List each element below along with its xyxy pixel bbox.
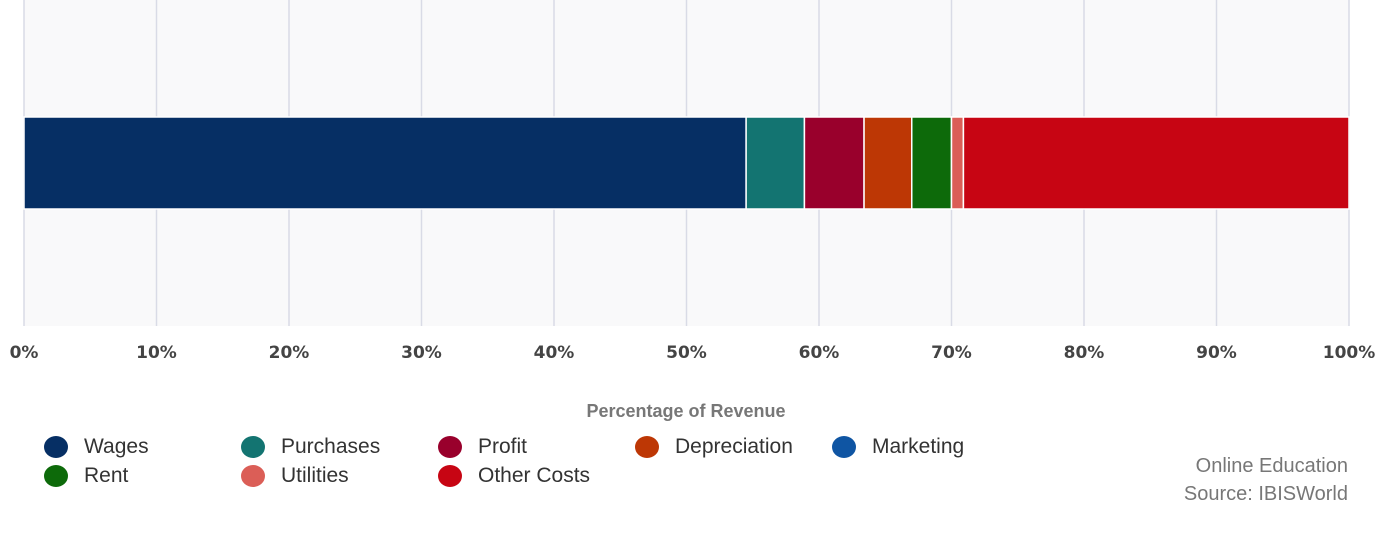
legend-swatch-icon xyxy=(241,465,265,487)
x-axis-ticks: 0% 10% 20% 30% 40% 50% 60% 70% 80% 90% 100% xyxy=(10,343,1376,363)
legend-item-purchases: Purchases xyxy=(241,434,380,460)
x-axis-label: Percentage of Revenue xyxy=(586,401,785,421)
chart: 0% 10% 20% 30% 40% 50% 60% 70% 80% 90% 100% Percen… xyxy=(10,0,1376,421)
legend-item-other-costs: Other Costs xyxy=(438,463,590,489)
legend-label: Utilities xyxy=(281,464,349,487)
legend-label: Other Costs xyxy=(478,464,591,487)
legend-item-marketing: Marketing xyxy=(832,434,964,460)
legend-label: Profit xyxy=(478,435,528,458)
legend-label: Depreciation xyxy=(675,435,793,458)
x-tick-label: 50% xyxy=(666,343,707,363)
bar-segment-depreciation xyxy=(863,116,913,210)
bar-segment-utilities xyxy=(950,116,965,210)
legend-label: Purchases xyxy=(281,435,381,458)
bar-segment-profit xyxy=(803,116,865,210)
x-tick-label: 30% xyxy=(401,343,442,363)
legend-swatch-icon xyxy=(44,465,68,487)
x-tick-label: 90% xyxy=(1196,343,1237,363)
legend-swatch-icon xyxy=(438,465,462,487)
x-tick-label: 0% xyxy=(10,343,39,363)
source-attribution: Source: IBISWorld xyxy=(1183,483,1348,505)
legend-item-profit: Profit xyxy=(438,434,527,460)
legend-item-wages: Wages xyxy=(44,434,149,460)
x-tick-label: 80% xyxy=(1064,343,1105,363)
x-tick-label: 40% xyxy=(534,343,575,363)
legend-label: Rent xyxy=(84,464,129,487)
bar-segment-wages xyxy=(23,116,747,210)
bar-segment-purchases xyxy=(745,116,806,210)
bar-segments xyxy=(23,116,1350,210)
legend-swatch-icon xyxy=(44,436,68,458)
x-tick-label: 20% xyxy=(269,343,310,363)
bar-segment-other-costs xyxy=(962,116,1350,210)
x-tick-label: 60% xyxy=(799,343,840,363)
legend-item-rent: Rent xyxy=(44,463,128,489)
x-tick-label: 10% xyxy=(136,343,177,363)
x-tick-label: 100% xyxy=(1323,343,1376,363)
legend-item-utilities: Utilities xyxy=(241,463,349,489)
legend-label: Marketing xyxy=(872,435,965,458)
source-block: Online Education Source: IBISWorld xyxy=(1184,452,1348,508)
legend-item-depreciation: Depreciation xyxy=(635,434,793,460)
legend-swatch-icon xyxy=(241,436,265,458)
legend-swatch-icon xyxy=(635,436,659,458)
bar-segment-rent xyxy=(911,116,953,210)
x-tick-label: 70% xyxy=(931,343,972,363)
legend-swatch-icon xyxy=(832,436,856,458)
industry-name: Online Education xyxy=(1195,455,1348,477)
legend-swatch-icon xyxy=(438,436,462,458)
legend-label: Wages xyxy=(84,435,149,458)
